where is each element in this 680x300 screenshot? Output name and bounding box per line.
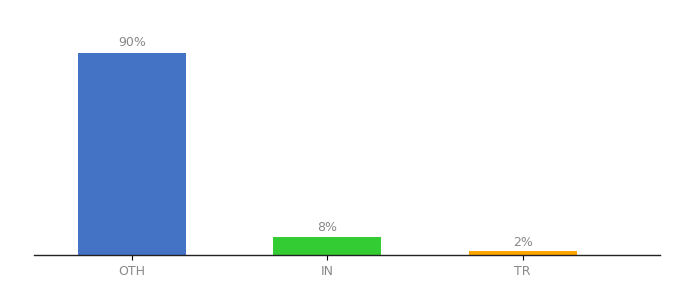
Bar [273,237,381,255]
Text: 2%: 2% [513,236,532,249]
Bar [469,250,577,255]
Bar [78,52,186,255]
Text: 8%: 8% [318,220,337,234]
Text: 90%: 90% [118,36,146,49]
